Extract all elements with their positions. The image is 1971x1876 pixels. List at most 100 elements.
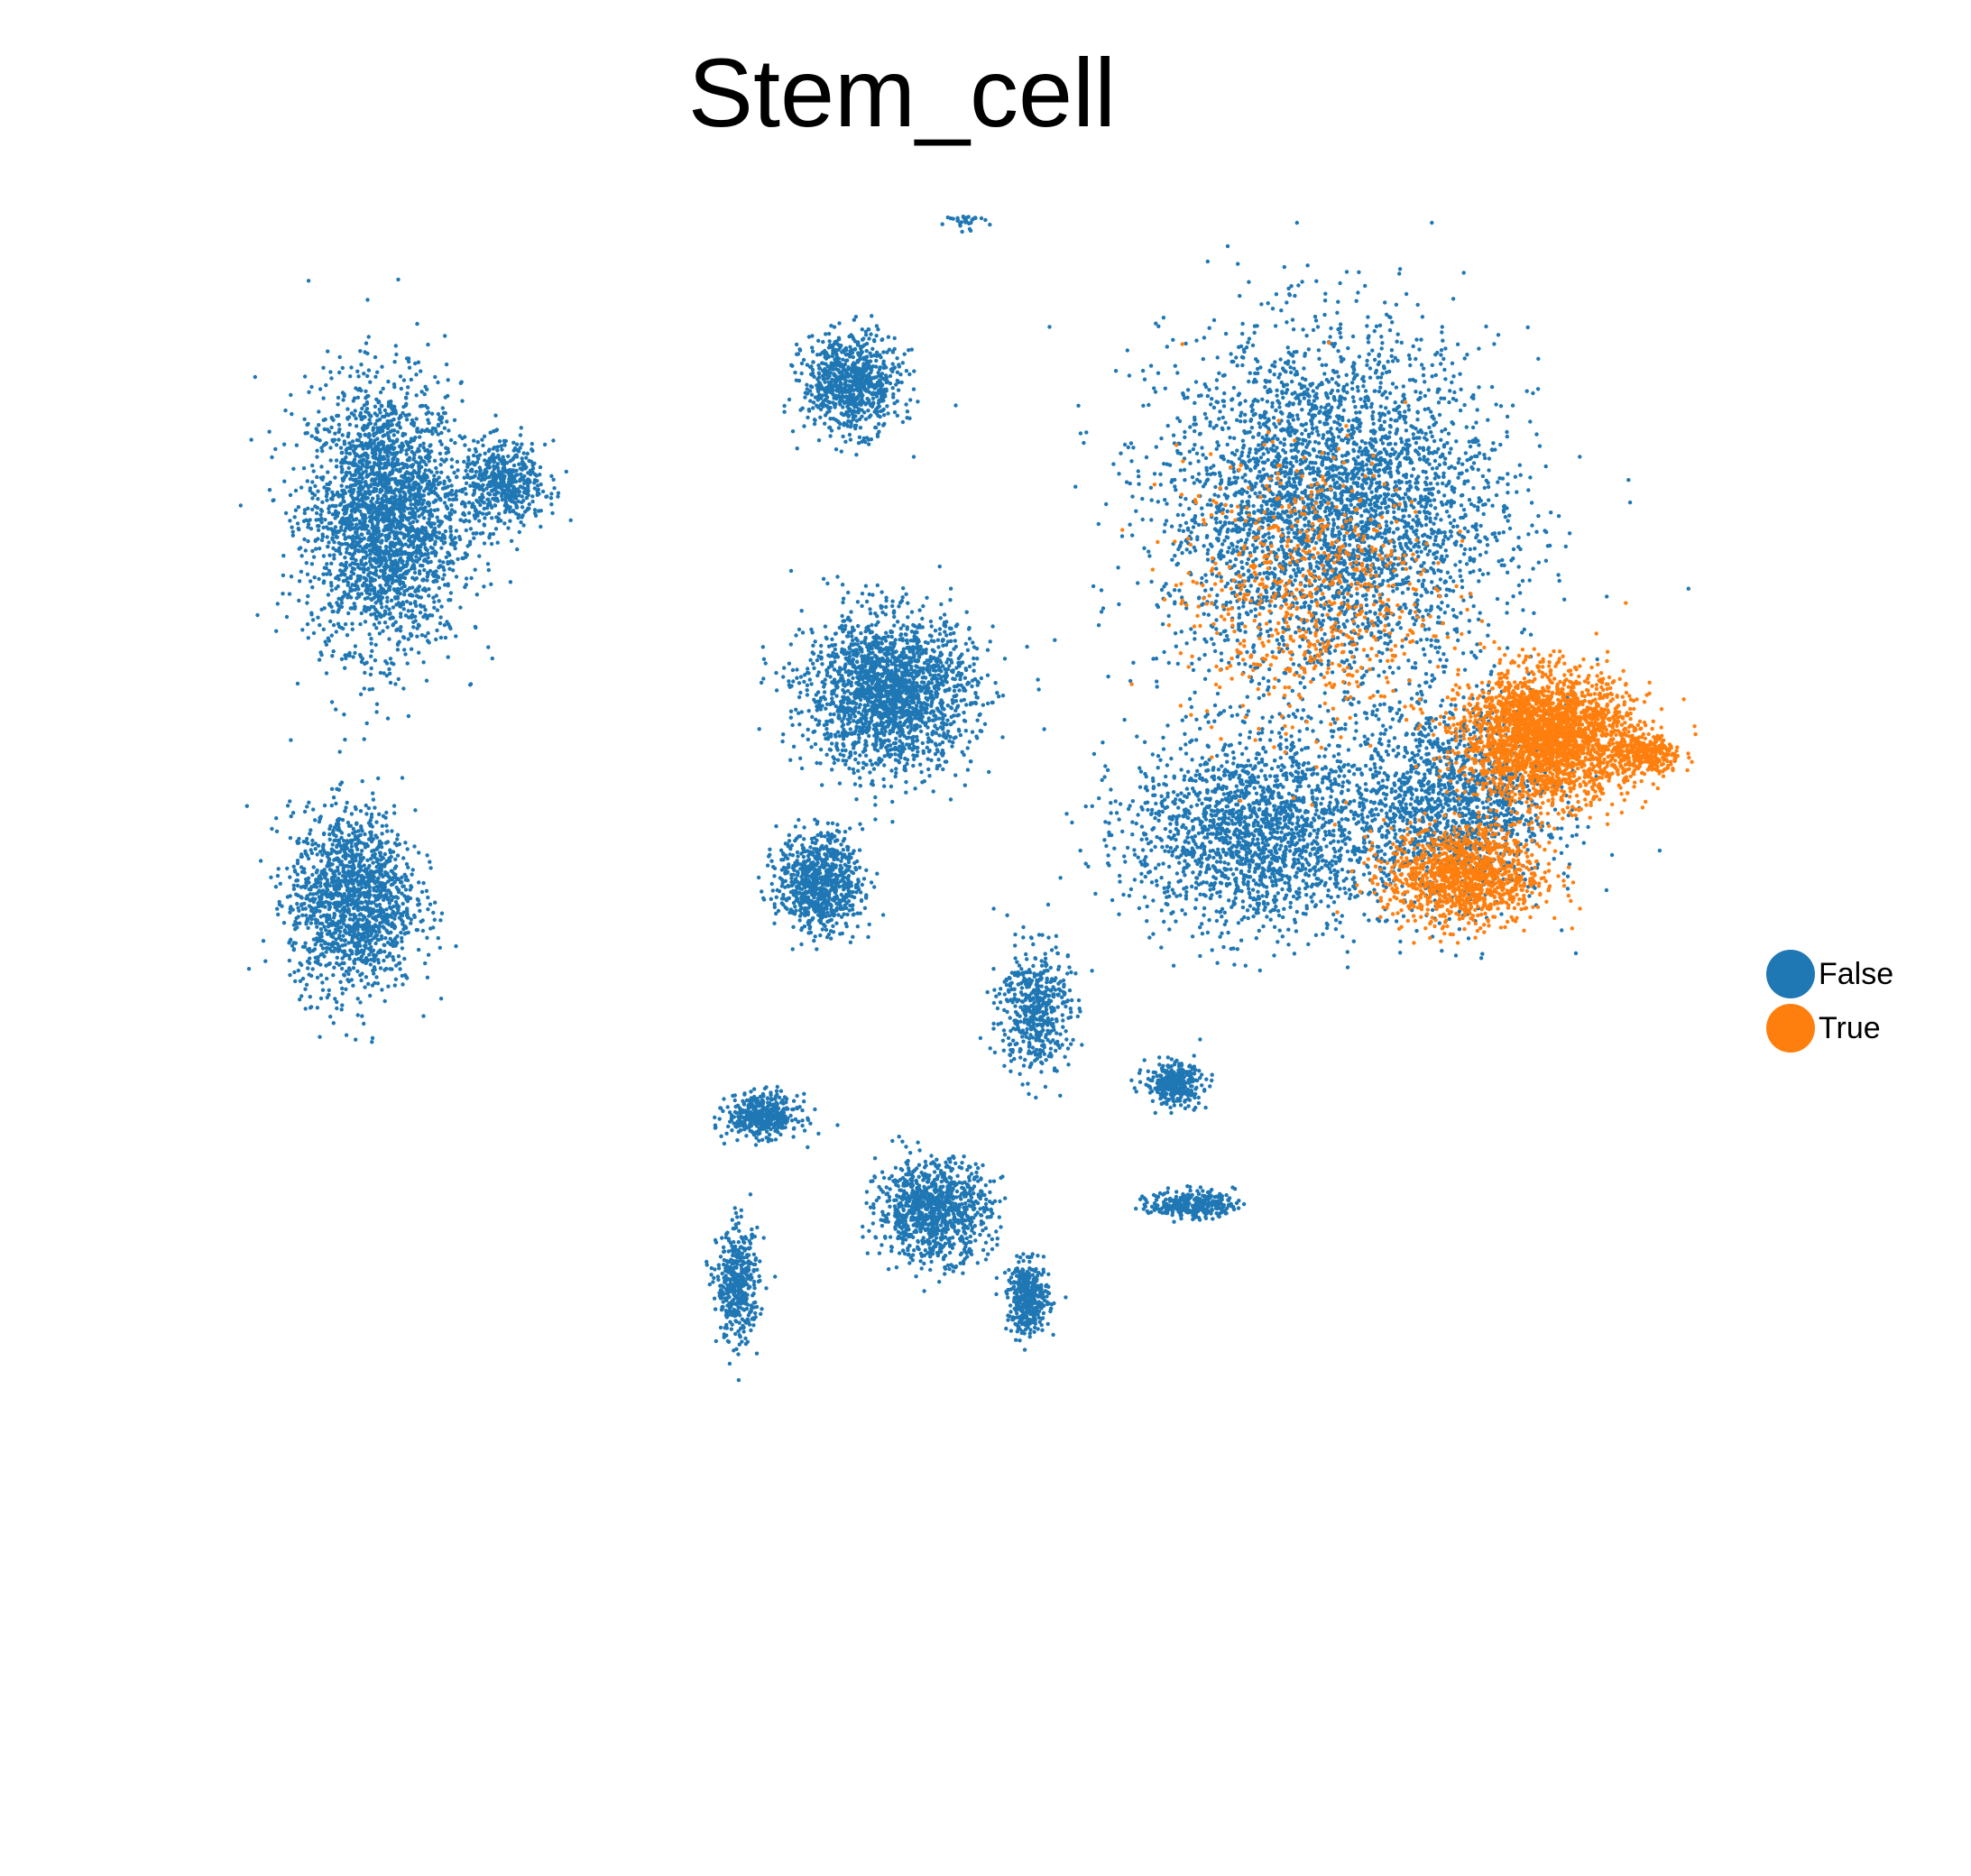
data-point-false [307, 279, 310, 282]
data-point-false [882, 785, 886, 788]
data-point-false [380, 513, 383, 517]
data-point-false [364, 597, 367, 601]
data-point-false [851, 676, 854, 680]
data-point-false [399, 556, 402, 560]
data-point-false [522, 474, 526, 478]
data-point-false [873, 612, 877, 615]
data-point-false [401, 434, 404, 437]
data-point-false [344, 578, 347, 582]
data-point-false [373, 487, 376, 491]
data-point-false [370, 667, 373, 670]
data-point-false [441, 560, 445, 564]
data-point-false [370, 543, 373, 547]
data-point-false [400, 531, 403, 535]
data-point-false [442, 568, 446, 572]
data-point-false [886, 380, 889, 383]
data-point-false [345, 407, 349, 410]
data-point-false [365, 352, 369, 355]
data-point-false [356, 464, 360, 468]
data-point-false [299, 485, 303, 489]
data-point-false [980, 676, 983, 680]
data-point-false [872, 376, 876, 380]
data-point-false [434, 540, 437, 544]
data-point-false [365, 567, 369, 571]
data-point-false [407, 545, 410, 548]
data-point-false [907, 372, 911, 376]
data-point-false [410, 593, 414, 597]
data-point-false [355, 540, 358, 544]
data-point-false [867, 437, 870, 441]
data-point-false [349, 365, 353, 369]
data-point-false [834, 447, 838, 451]
data-point-false [486, 492, 490, 495]
data-point-false [413, 529, 417, 532]
data-point-false [290, 575, 293, 578]
data-point-false [310, 496, 314, 500]
data-point-false [329, 376, 333, 380]
data-point-false [936, 639, 940, 642]
data-point-false [856, 761, 860, 765]
data-point-false [834, 353, 838, 356]
data-point-false [357, 460, 361, 464]
data-point-false [858, 400, 861, 404]
data-point-false [370, 526, 373, 529]
data-point-false [370, 598, 373, 602]
data-point-false [309, 518, 312, 521]
data-point-false [389, 657, 392, 660]
data-point-false [787, 398, 791, 401]
data-point-false [325, 643, 328, 647]
data-point-false [402, 515, 406, 519]
data-point-false [854, 372, 858, 375]
data-point-false [354, 417, 357, 420]
data-point-false [393, 494, 397, 498]
data-point-false [306, 507, 309, 510]
data-point-false [431, 596, 435, 600]
data-point-false [898, 633, 902, 637]
data-point-false [361, 584, 364, 587]
data-point-false [402, 536, 406, 539]
data-point-false [538, 473, 541, 476]
data-point-false [255, 613, 259, 617]
data-point-false [912, 387, 916, 391]
data-point-false [447, 552, 451, 556]
data-point-false [373, 478, 376, 482]
data-point-false [483, 516, 486, 520]
data-point-false [808, 389, 812, 392]
data-point-false [808, 399, 812, 402]
data-point-false [327, 540, 330, 544]
data-point-false [795, 667, 798, 671]
data-point-false [552, 486, 556, 490]
data-point-false [556, 494, 559, 498]
data-point-false [527, 459, 530, 463]
data-point-false [405, 391, 409, 395]
data-point-false [843, 386, 846, 390]
data-point-false [326, 535, 329, 538]
data-point-false [342, 713, 345, 716]
data-point-false [437, 412, 440, 416]
data-point-false [415, 428, 419, 431]
data-point-false [490, 489, 493, 492]
data-point-false [861, 664, 864, 667]
data-point-false [833, 372, 836, 375]
data-point-false [344, 542, 347, 546]
data-point-false [391, 457, 395, 461]
data-point-false [378, 418, 382, 421]
data-point-false [436, 608, 439, 612]
data-point-false [870, 368, 873, 372]
data-point-false [455, 475, 458, 479]
data-point-false [374, 710, 378, 713]
data-point-false [347, 466, 351, 470]
data-point-false [882, 763, 886, 767]
data-point-false [811, 406, 815, 409]
data-point-false [410, 446, 413, 449]
data-point-false [844, 353, 848, 356]
data-point-false [394, 468, 398, 472]
data-point-false [444, 486, 447, 490]
data-point-false [485, 506, 489, 510]
data-point-false [478, 453, 482, 456]
data-point-false [344, 455, 347, 459]
data-point-false [281, 592, 284, 595]
data-point-false [352, 399, 355, 402]
data-point-false [492, 532, 495, 536]
data-point-false [370, 649, 373, 653]
